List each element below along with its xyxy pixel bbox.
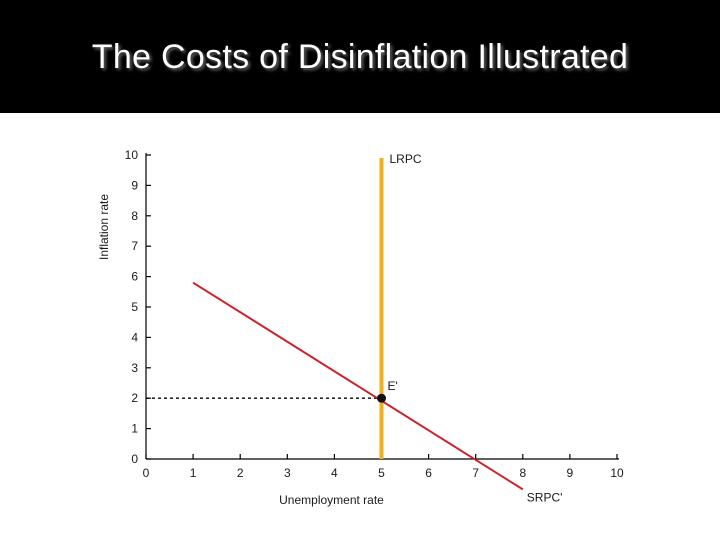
x-tick-label: 7 bbox=[472, 466, 479, 480]
y-tick-label: 1 bbox=[131, 422, 138, 436]
y-tick-label: 3 bbox=[131, 361, 138, 375]
x-tick-label: 0 bbox=[143, 466, 150, 480]
x-tick-label: 9 bbox=[567, 466, 574, 480]
title-bar bbox=[0, 0, 720, 113]
x-tick-label: 10 bbox=[610, 466, 624, 480]
y-tick-label: 7 bbox=[131, 239, 138, 253]
srpc-label: SRPC' bbox=[527, 490, 563, 504]
y-tick-label: 4 bbox=[131, 330, 138, 344]
x-tick-label: 8 bbox=[519, 466, 526, 480]
y-tick-label: 2 bbox=[131, 391, 138, 405]
phillips-curve-chart: 0 1 2 3 4 5 6 7 8 9 10 0 1 2 3 4 5 6 7 8 9 10 Unemployment rat… bbox=[97, 148, 624, 507]
y-axis-label: Inflation rate bbox=[97, 194, 111, 260]
srpc-line bbox=[192, 281, 524, 491]
x-tick-label: 3 bbox=[284, 466, 291, 480]
equilibrium-point-label: E' bbox=[388, 379, 398, 393]
x-tick-label: 1 bbox=[190, 466, 197, 480]
slide-title: The Costs of Disinflation Illustrated bbox=[91, 38, 629, 76]
x-axis-label: Unemployment rate bbox=[279, 493, 384, 507]
y-tick-label: 5 bbox=[131, 300, 138, 314]
y-tick-label: 8 bbox=[131, 209, 138, 223]
x-tick-label: 6 bbox=[425, 466, 432, 480]
lrpc-label: LRPC bbox=[390, 152, 422, 166]
y-tick-label: 10 bbox=[125, 148, 139, 162]
x-tick-label: 5 bbox=[378, 466, 385, 480]
y-tick-label: 0 bbox=[131, 452, 138, 466]
x-tick-label: 2 bbox=[237, 466, 244, 480]
y-tick-label: 6 bbox=[131, 270, 138, 284]
x-tick-label: 4 bbox=[331, 466, 338, 480]
y-tick-label: 9 bbox=[131, 178, 138, 192]
equilibrium-point bbox=[377, 393, 386, 403]
chart-area: 0 1 2 3 4 5 6 7 8 9 10 0 1 2 3 4 5 6 7 8 9 10 Unemployment rat… bbox=[0, 113, 720, 540]
